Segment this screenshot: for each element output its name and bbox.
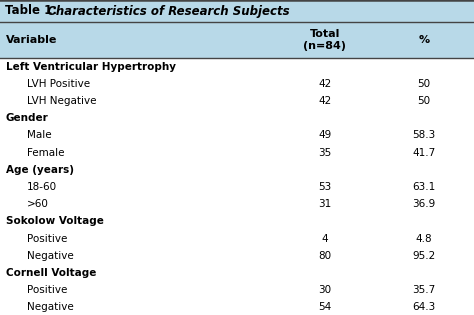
Text: 53: 53 [318,182,331,192]
Text: 4.8: 4.8 [416,234,433,243]
Text: Left Ventricular Hypertrophy: Left Ventricular Hypertrophy [6,62,176,72]
Text: Total
(n=84): Total (n=84) [303,29,346,51]
Text: Cornell Voltage: Cornell Voltage [6,268,96,278]
Text: 42: 42 [318,79,331,89]
Bar [0,0,474,22]
Text: Male: Male [27,130,52,140]
Text: Characteristics of Research Subjects: Characteristics of Research Subjects [39,4,290,18]
Text: LVH Positive: LVH Positive [27,79,90,89]
Text: 80: 80 [318,251,331,261]
Text: 42: 42 [318,96,331,106]
Text: 50: 50 [418,96,431,106]
Bar [0,264,474,282]
Bar [0,161,474,178]
Text: 63.1: 63.1 [412,182,436,192]
Text: 35.7: 35.7 [412,285,436,295]
Text: 49: 49 [318,130,331,140]
Text: Gender: Gender [6,113,48,123]
Text: Variable: Variable [6,35,57,45]
Bar [0,22,474,58]
Text: 31: 31 [318,199,331,209]
Text: LVH Negative: LVH Negative [27,96,97,106]
Text: 30: 30 [318,285,331,295]
Text: 58.3: 58.3 [412,130,436,140]
Bar [0,75,474,92]
Text: Negative: Negative [27,302,74,312]
Text: Table 1:: Table 1: [5,4,57,18]
Text: 54: 54 [318,302,331,312]
Text: Sokolow Voltage: Sokolow Voltage [6,216,103,226]
Text: 41.7: 41.7 [412,148,436,158]
Text: 4: 4 [321,234,328,243]
Bar [0,178,474,196]
Text: 35: 35 [318,148,331,158]
Bar [0,299,474,315]
Text: 18-60: 18-60 [27,182,57,192]
Text: Negative: Negative [27,251,74,261]
Text: 50: 50 [418,79,431,89]
Text: 64.3: 64.3 [412,302,436,312]
Bar [0,247,474,264]
Text: Positive: Positive [27,285,67,295]
Bar [0,282,474,299]
Text: Positive: Positive [27,234,67,243]
Text: %: % [419,35,430,45]
Text: 95.2: 95.2 [412,251,436,261]
Bar [0,144,474,161]
Bar [0,127,474,144]
Bar [0,58,474,75]
Bar [0,230,474,247]
Text: >60: >60 [27,199,49,209]
Text: 36.9: 36.9 [412,199,436,209]
Bar [0,213,474,230]
Bar [0,110,474,127]
Bar [0,196,474,213]
Text: Female: Female [27,148,64,158]
Bar [0,92,474,110]
Text: Age (years): Age (years) [6,165,73,175]
